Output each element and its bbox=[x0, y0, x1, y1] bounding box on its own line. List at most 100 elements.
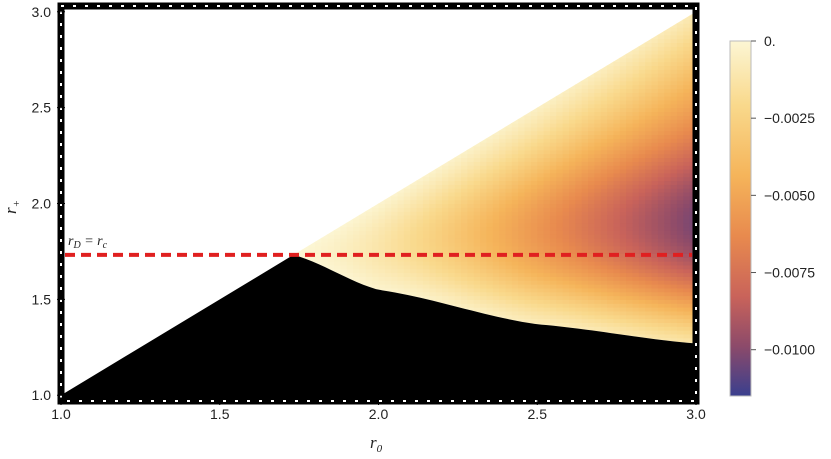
heatmap-cell bbox=[467, 264, 475, 270]
heatmap-cell bbox=[543, 264, 551, 270]
heatmap-cell bbox=[581, 195, 589, 201]
heatmap-cell bbox=[543, 111, 551, 116]
heatmap-cell bbox=[537, 115, 545, 120]
heatmap-cell bbox=[461, 199, 468, 205]
heatmap-cell bbox=[613, 99, 621, 105]
heatmap-cell bbox=[467, 145, 475, 151]
heatmap-cell bbox=[505, 165, 513, 170]
heatmap-cell bbox=[588, 253, 595, 258]
heatmap-cell bbox=[499, 272, 507, 277]
heatmap-cell bbox=[467, 165, 475, 170]
heatmap-cell bbox=[518, 180, 526, 185]
heatmap-cell bbox=[562, 153, 570, 159]
heatmap-cell bbox=[562, 215, 570, 220]
heatmap-cell bbox=[473, 276, 481, 281]
heatmap-cell bbox=[454, 261, 462, 266]
heatmap-cell bbox=[422, 268, 430, 274]
heatmap-cell bbox=[397, 280, 405, 285]
heatmap-cell bbox=[613, 280, 621, 285]
heatmap-cell bbox=[594, 153, 602, 159]
heatmap-cell bbox=[594, 149, 602, 155]
heatmap-cell bbox=[613, 138, 621, 143]
heatmap-cell bbox=[365, 218, 373, 224]
heatmap-cell bbox=[505, 307, 513, 312]
heatmap-cell bbox=[632, 310, 640, 316]
heatmap-cell bbox=[511, 195, 519, 201]
heatmap-cell bbox=[461, 157, 468, 162]
heatmap-cell bbox=[626, 215, 634, 220]
heatmap-cell bbox=[581, 180, 589, 185]
heatmap-cell bbox=[372, 245, 380, 251]
heatmap-cell bbox=[473, 245, 481, 251]
heatmap-cell bbox=[429, 234, 437, 239]
heatmap-cell bbox=[340, 272, 348, 277]
heatmap-cell bbox=[378, 215, 386, 220]
heatmap-cell bbox=[600, 199, 608, 205]
heatmap-cell bbox=[499, 264, 507, 270]
heatmap-cell bbox=[340, 245, 348, 251]
heatmap-cell bbox=[359, 218, 367, 224]
heatmap-cell bbox=[308, 245, 316, 251]
heatmap-cell bbox=[626, 238, 634, 243]
heatmap-cell bbox=[619, 326, 627, 331]
heatmap-cell bbox=[613, 203, 621, 208]
heatmap-cell bbox=[511, 130, 519, 136]
heatmap-cell bbox=[518, 318, 526, 323]
heatmap-cell bbox=[607, 268, 615, 274]
heatmap-cell bbox=[607, 207, 615, 212]
heatmap-cell bbox=[569, 188, 576, 193]
heatmap-cell bbox=[346, 218, 354, 224]
heatmap-cell bbox=[372, 276, 380, 281]
heatmap-cell bbox=[632, 122, 640, 128]
heatmap-cell bbox=[575, 318, 583, 323]
heatmap-cell bbox=[492, 157, 500, 162]
heatmap-cell bbox=[562, 157, 570, 162]
heatmap-cell bbox=[435, 226, 443, 231]
heatmap-cell bbox=[607, 203, 615, 208]
heatmap-cell bbox=[340, 234, 348, 239]
heatmap-cell bbox=[467, 176, 475, 182]
heatmap-cell bbox=[461, 284, 468, 289]
heatmap-cell bbox=[581, 96, 589, 101]
heatmap-cell bbox=[607, 299, 615, 304]
heatmap-cell bbox=[575, 149, 583, 155]
heatmap-cell bbox=[607, 161, 615, 166]
heatmap-cell bbox=[511, 157, 519, 162]
heatmap-cell bbox=[454, 249, 462, 254]
heatmap-cell bbox=[467, 161, 475, 166]
heatmap-cell bbox=[435, 195, 443, 201]
heatmap-cell bbox=[378, 211, 386, 216]
heatmap-cell bbox=[594, 195, 602, 201]
heatmap-cell bbox=[626, 50, 634, 55]
heatmap-cell bbox=[378, 272, 386, 277]
heatmap-cell bbox=[518, 276, 526, 281]
heatmap-cell bbox=[619, 314, 627, 320]
heatmap-cell bbox=[588, 92, 595, 97]
heatmap-cell bbox=[600, 314, 608, 320]
heatmap-cell bbox=[365, 272, 373, 277]
heatmap-cell bbox=[575, 172, 583, 178]
heatmap-cell bbox=[575, 92, 583, 97]
heatmap-cell bbox=[537, 234, 545, 239]
heatmap-cell bbox=[499, 284, 507, 289]
heatmap-cell bbox=[473, 215, 481, 220]
heatmap-cell bbox=[435, 192, 443, 197]
heatmap-cell bbox=[569, 249, 576, 254]
heatmap-cell bbox=[505, 130, 513, 136]
heatmap-cell bbox=[626, 69, 634, 74]
heatmap-cell bbox=[505, 222, 513, 228]
heatmap-cell bbox=[543, 153, 551, 159]
heatmap-cell bbox=[549, 180, 557, 185]
heatmap-cell bbox=[575, 111, 583, 116]
heatmap-cell bbox=[569, 291, 576, 297]
heatmap-cell bbox=[429, 284, 437, 289]
heatmap-cell bbox=[473, 195, 481, 201]
heatmap-cell bbox=[619, 188, 627, 193]
heatmap-cell bbox=[537, 195, 545, 201]
heatmap-cell bbox=[632, 314, 640, 320]
heatmap-cell bbox=[353, 215, 361, 220]
heatmap-cell bbox=[473, 188, 481, 193]
heatmap-cell bbox=[518, 268, 526, 274]
heatmap-cell bbox=[372, 215, 380, 220]
heatmap-cell bbox=[549, 310, 557, 316]
